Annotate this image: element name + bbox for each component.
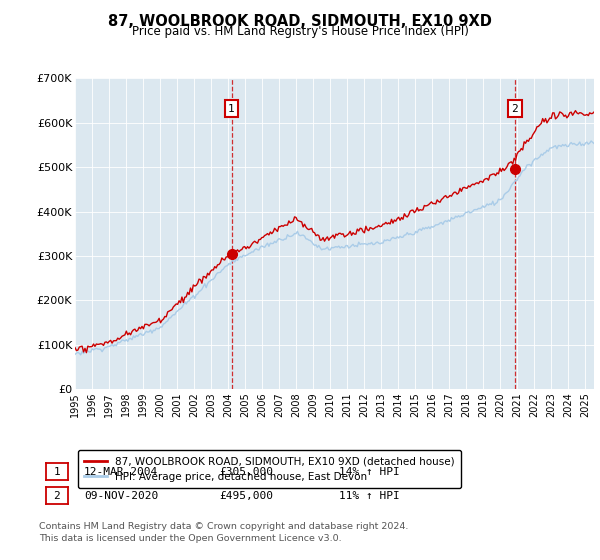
Text: £495,000: £495,000 xyxy=(219,491,273,501)
Text: Contains HM Land Registry data © Crown copyright and database right 2024.
This d: Contains HM Land Registry data © Crown c… xyxy=(39,522,409,543)
Text: 1: 1 xyxy=(53,466,61,477)
Text: 2: 2 xyxy=(511,104,518,114)
Text: 87, WOOLBROOK ROAD, SIDMOUTH, EX10 9XD: 87, WOOLBROOK ROAD, SIDMOUTH, EX10 9XD xyxy=(108,14,492,29)
Text: 1: 1 xyxy=(228,104,235,114)
Text: 09-NOV-2020: 09-NOV-2020 xyxy=(84,491,158,501)
Legend: 87, WOOLBROOK ROAD, SIDMOUTH, EX10 9XD (detached house), HPI: Average price, det: 87, WOOLBROOK ROAD, SIDMOUTH, EX10 9XD (… xyxy=(77,450,461,488)
Text: 11% ↑ HPI: 11% ↑ HPI xyxy=(339,491,400,501)
Text: 12-MAR-2004: 12-MAR-2004 xyxy=(84,466,158,477)
Text: £305,000: £305,000 xyxy=(219,466,273,477)
Text: Price paid vs. HM Land Registry's House Price Index (HPI): Price paid vs. HM Land Registry's House … xyxy=(131,25,469,38)
Text: 2: 2 xyxy=(53,491,61,501)
Text: 14% ↑ HPI: 14% ↑ HPI xyxy=(339,466,400,477)
